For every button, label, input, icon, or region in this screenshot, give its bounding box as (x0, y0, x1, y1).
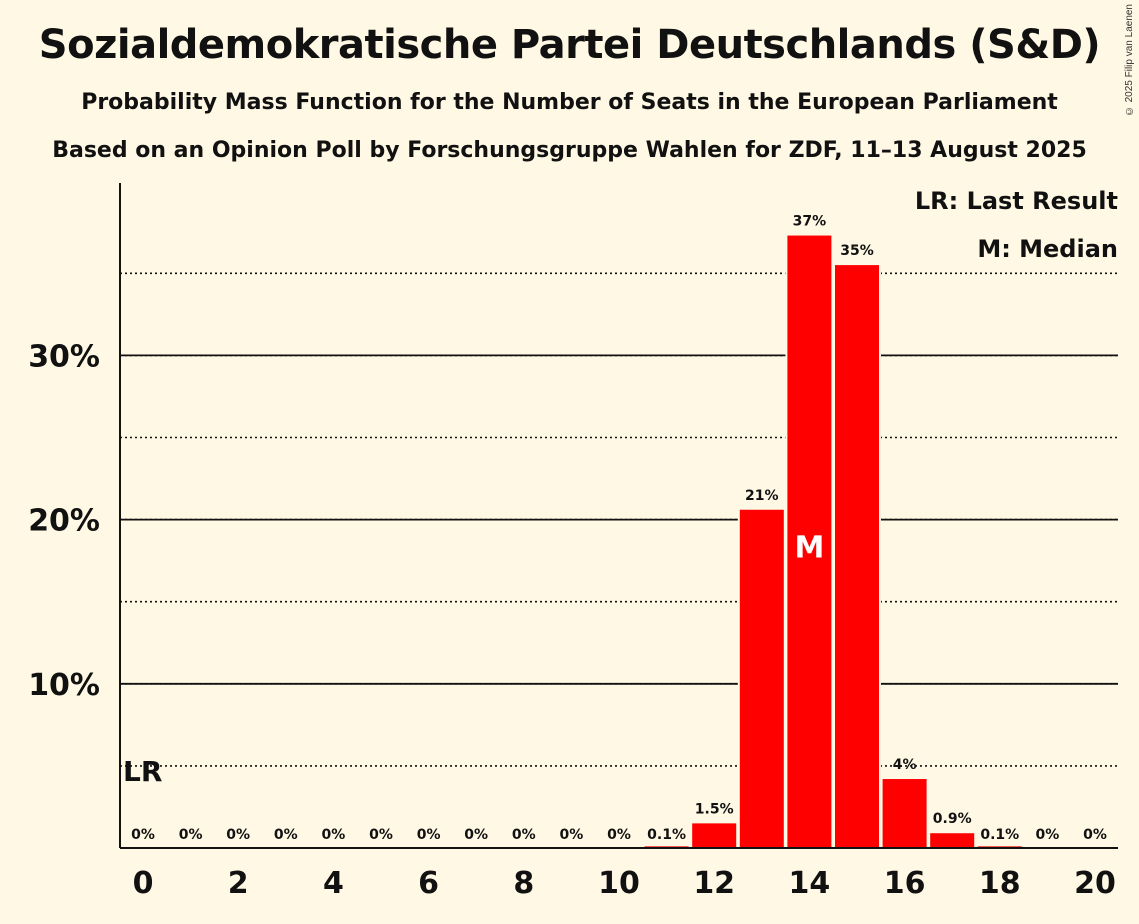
median-marker: M (794, 531, 824, 566)
axes: 10% 20% 30% 0 2 4 6 8 10 12 14 16 18 20 (28, 183, 1118, 901)
gridlines (120, 234, 1118, 848)
bar-value-label: 35% (840, 243, 874, 259)
chart-subtitle: Probability Mass Function for the Number… (81, 90, 1058, 115)
y-tick-label: 30% (28, 339, 100, 374)
y-tick-label: 20% (28, 504, 100, 539)
bar (739, 509, 784, 848)
bar-value-label: 4% (893, 757, 917, 773)
bars (644, 235, 1022, 848)
bar-value-label: 0% (369, 827, 393, 843)
x-tick-label: 4 (323, 866, 344, 901)
bar-value-label: 0% (464, 827, 488, 843)
x-tick-label: 6 (418, 866, 439, 901)
bar-value-label: 1.5% (695, 801, 734, 817)
bar-value-label: 0% (417, 827, 441, 843)
bar (930, 833, 975, 848)
chart-title: Sozialdemokratische Partei Deutschlands … (38, 22, 1101, 68)
bar-value-label: 0% (226, 827, 250, 843)
bar-value-label: 0.9% (933, 811, 972, 827)
x-tick-label: 12 (693, 866, 735, 901)
x-tick-label: 16 (884, 866, 926, 901)
bar-value-label: 0% (322, 827, 346, 843)
bar-value-label: 0% (179, 827, 203, 843)
x-tick-label: 20 (1074, 866, 1116, 901)
bar-value-label: 21% (745, 488, 779, 504)
bar-value-label: 0% (512, 827, 536, 843)
x-tick-label: 2 (228, 866, 249, 901)
x-tick-label: 0 (133, 866, 154, 901)
bar-value-label: 37% (793, 214, 827, 230)
bar-value-label: 0% (1083, 827, 1107, 843)
x-tick-label: 10 (598, 866, 640, 901)
x-tick-label: 14 (789, 866, 831, 901)
bar (835, 265, 879, 848)
bar (692, 823, 737, 848)
bar-value-label: 0.1% (647, 827, 686, 843)
bar-value-label: 0% (560, 827, 584, 843)
x-tick-label: 18 (979, 866, 1021, 901)
bar (882, 779, 927, 848)
x-tick-label: 8 (513, 866, 534, 901)
last-result-marker: LR (123, 755, 162, 788)
bar-labels: LR 0% 0% 0% 0% 0% 0% 0% 0% 0% 0% 0% 0.1% 1.5% 21% 37% M 3… (123, 214, 1107, 843)
bar-value-label: 0% (607, 827, 631, 843)
chart-source: Based on an Opinion Poll by Forschungsgr… (52, 138, 1087, 163)
legend-last-result: LR: Last Result (915, 187, 1118, 215)
bar-value-label: 0% (1036, 827, 1060, 843)
bar-value-label: 0% (131, 827, 155, 843)
y-tick-label: 10% (28, 668, 100, 703)
legend-median: M: Median (977, 235, 1118, 263)
bar-value-label: 0% (274, 827, 298, 843)
bar-value-label: 0.1% (980, 827, 1019, 843)
bar (787, 235, 832, 848)
